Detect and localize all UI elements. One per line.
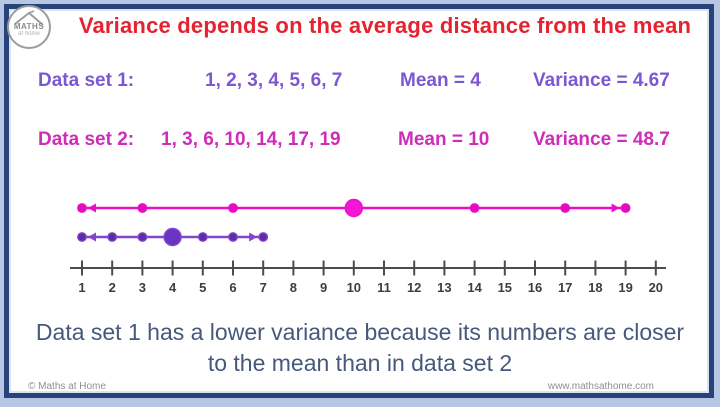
dataset2-label: Data set 2: — [38, 129, 135, 150]
left-arrow-icon — [88, 203, 96, 213]
website-text: www.mathsathome.com — [547, 381, 654, 392]
dataset1-label: Data set 1: — [38, 70, 135, 91]
axis-tick-label: 3 — [139, 280, 146, 295]
axis-tick-label: 20 — [649, 280, 663, 295]
axis-tick-label: 13 — [437, 280, 451, 295]
data-point-dot — [137, 203, 148, 213]
axis-tick-label: 9 — [320, 280, 327, 295]
data-point-dot — [228, 232, 238, 242]
axis-tick-label: 15 — [498, 280, 512, 295]
axis-tick-label: 8 — [290, 280, 297, 295]
dataset2-values: 1, 3, 6, 10, 14, 17, 19 — [161, 129, 341, 150]
axis-tick-label: 10 — [347, 280, 361, 295]
mean-dot — [163, 227, 182, 247]
data-point-dot — [77, 232, 87, 242]
data-point-dot — [560, 203, 571, 213]
axis-tick-label: 18 — [588, 280, 602, 295]
data-point-dot — [77, 203, 87, 213]
dataset1-variance: Variance = 4.67 — [533, 70, 670, 91]
axis-tick-label: 7 — [260, 280, 267, 295]
axis-tick-label: 19 — [618, 280, 632, 295]
axis-tick-label: 12 — [407, 280, 421, 295]
conclusion-line-1: Data set 1 has a lower variance because … — [35, 319, 685, 345]
data-point-dot — [469, 203, 480, 213]
house-roof-icon — [14, 10, 44, 26]
right-arrow-icon — [611, 203, 620, 213]
dataset2-mean: Mean = 10 — [398, 129, 490, 150]
data-point-dot — [258, 232, 269, 242]
data-point-dot — [620, 203, 631, 213]
logo-brand-subtext: at home — [18, 31, 40, 37]
card-frame — [4, 4, 714, 398]
axis-tick-label: 16 — [528, 280, 542, 295]
data-point-dot — [137, 232, 148, 242]
axis-tick-label: 1 — [78, 280, 85, 295]
page-title: Variance depends on the average distance… — [78, 13, 692, 38]
series-data-set-2 — [77, 198, 631, 218]
logo-brand-text: MATHS — [13, 22, 45, 31]
axis-tick-label: 6 — [229, 280, 236, 295]
mean-dot — [344, 198, 363, 218]
conclusion-text: Data set 1 has a lower variance because … — [0, 317, 720, 379]
data-point-dot — [107, 232, 118, 242]
left-arrow-icon — [88, 232, 96, 242]
dataset2-variance: Variance = 48.7 — [533, 129, 670, 150]
dataset1-values: 1, 2, 3, 4, 5, 6, 7 — [205, 70, 343, 91]
number-line-chart: 1 2 3 4 5 6 7 8 9 10 11 12 13 14 15 16 17 18 19 20 — [70, 198, 666, 295]
conclusion-line-2: to the mean than in data set 2 — [207, 350, 513, 376]
series-data-set-1 — [77, 227, 269, 247]
dataset1-mean: Mean = 4 — [400, 70, 481, 91]
axis-tick-label: 17 — [558, 280, 572, 295]
axis-tick-label: 4 — [169, 280, 177, 295]
data-point-dot — [228, 203, 238, 213]
data-point-dot — [197, 232, 208, 242]
maths-at-home-logo: MATHS at home — [7, 5, 51, 49]
copyright-text: © Maths at Home — [28, 381, 106, 392]
axis-tick-label: 11 — [377, 280, 391, 295]
axis-tick-label: 14 — [467, 280, 482, 295]
right-arrow-icon — [249, 232, 258, 242]
axis-tick-label: 2 — [109, 280, 116, 295]
axis-tick-label: 5 — [199, 280, 206, 295]
axis: 1 2 3 4 5 6 7 8 9 10 11 12 13 14 15 16 17 18 19 20 — [70, 260, 666, 295]
